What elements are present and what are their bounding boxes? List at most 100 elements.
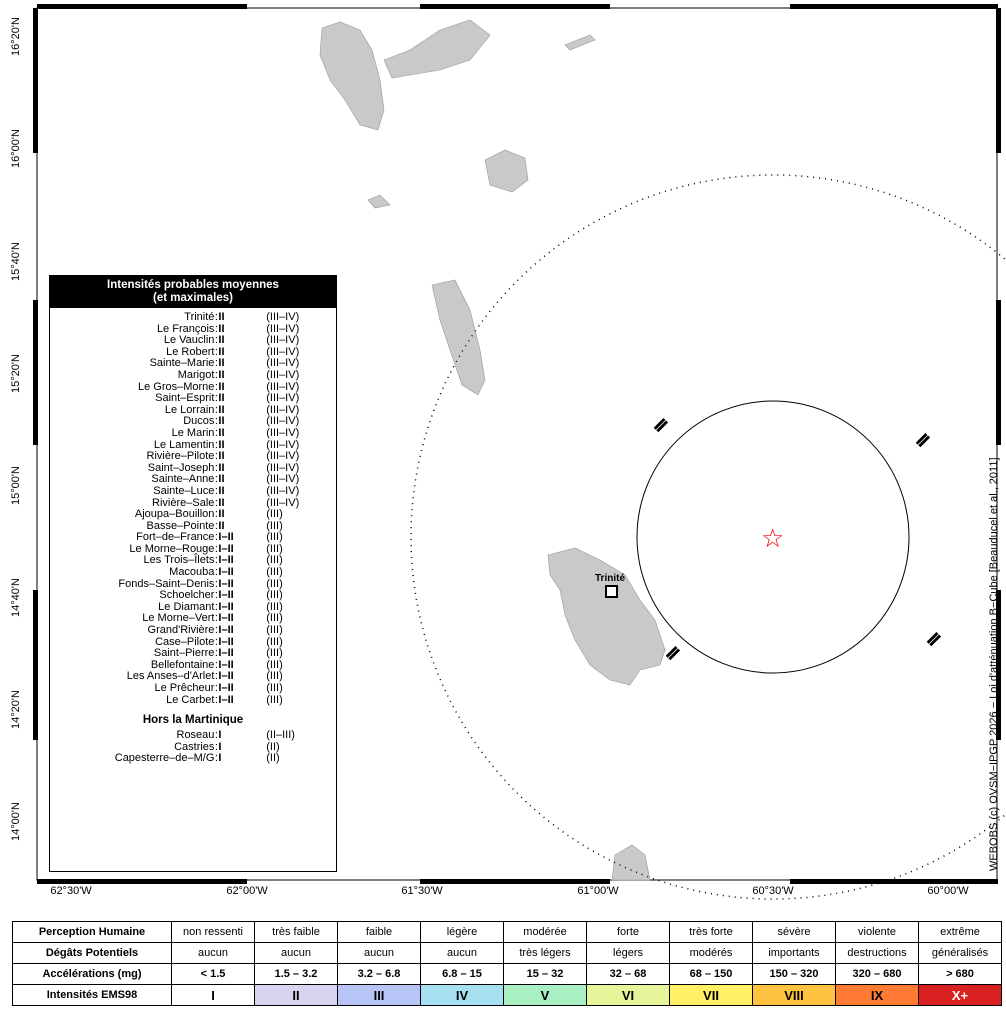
row-header: Accélérations (mg) — [12, 963, 172, 985]
town-name: Le Marin — [171, 426, 215, 439]
town-name: Basse–Pointe — [146, 519, 215, 532]
town-name: Sainte–Marie — [149, 357, 215, 370]
acc-cell: 15 – 32 — [503, 963, 587, 985]
legend-row: Sainte–Marie: II (III–IV) — [50, 358, 336, 370]
max-intensity: (III) — [266, 647, 283, 660]
lon-label: 61°00'W — [577, 885, 619, 897]
separator: : — [214, 461, 218, 474]
town-name: Le Carbet — [166, 693, 215, 706]
legend-row: Le François: II (III–IV) — [50, 322, 336, 336]
max-intensity: (III) — [266, 682, 283, 694]
islands — [319, 19, 666, 881]
separator: : — [214, 392, 218, 405]
lat-label: 14°00'N — [10, 802, 22, 841]
max-intensity: (III) — [266, 589, 283, 602]
separator: : — [214, 531, 218, 544]
degats-cell: aucun — [420, 942, 504, 964]
saint-lucia — [611, 844, 651, 881]
mean-intensity: I–II — [218, 542, 234, 555]
ems-cell: IX — [835, 984, 919, 1006]
separator: : — [214, 577, 218, 590]
separator: : — [214, 658, 218, 671]
max-intensity: (III–IV) — [266, 450, 300, 463]
guadeloupe-basse-terre — [319, 21, 385, 131]
legend-header: Intensités probables moyennes (et maxima… — [50, 276, 336, 308]
town-name: Sainte–Anne — [151, 473, 215, 486]
degats-cell: aucun — [171, 942, 255, 964]
mean-intensity: I–II — [218, 577, 234, 590]
max-intensity: (III–IV) — [266, 484, 300, 497]
mean-intensity: I–II — [218, 600, 234, 613]
degats-cell: très légers — [503, 942, 587, 964]
town-name: Le Vauclin — [163, 334, 215, 347]
dominica — [431, 279, 486, 396]
separator: : — [214, 473, 218, 486]
degats-cell: importants — [752, 942, 836, 964]
separator: : — [214, 542, 218, 555]
max-intensity: (III–IV) — [266, 311, 300, 323]
mean-intensity: II — [218, 322, 225, 335]
town-name: Saint–Joseph — [147, 461, 215, 474]
separator: : — [214, 729, 218, 742]
lat-label: 15°40'N — [10, 242, 22, 281]
lat-label: 15°20'N — [10, 354, 22, 393]
marie-galante — [484, 149, 529, 193]
legend-row: Saint–Pierre: I–II (III) — [50, 648, 336, 660]
max-intensity: (III) — [266, 508, 283, 521]
town-name: Rivière–Sale — [152, 496, 215, 509]
mean-intensity: I — [218, 752, 222, 765]
acc-cell: 32 – 68 — [586, 963, 670, 985]
legend-row: Le Robert: II (III–IV) — [50, 345, 336, 359]
town-name: Fonds–Saint–Denis — [118, 577, 215, 590]
max-intensity: (III–IV) — [266, 415, 300, 428]
legend-row: Macouba: I–II (III) — [50, 566, 336, 579]
ems-cell: IV — [420, 984, 504, 1006]
town-name: Le Morne–Rouge — [129, 542, 215, 555]
legend-row: Le Gros–Morne: II (III–IV) — [50, 381, 336, 394]
mean-intensity: II — [218, 473, 225, 486]
ems-cell: VII — [669, 984, 753, 1006]
separator: : — [214, 357, 218, 370]
legend-row: Roseau: I (II–III) — [50, 730, 336, 742]
separator: : — [214, 345, 218, 358]
town-name: Grand'Rivière — [147, 624, 215, 637]
legend-row: Marigot: II (III–IV) — [50, 369, 336, 382]
max-intensity: (III) — [266, 624, 283, 637]
mean-intensity: I — [218, 740, 222, 753]
perception-cell: extrême — [918, 921, 1002, 943]
separator: : — [214, 554, 218, 567]
max-intensity: (III–IV) — [266, 345, 300, 358]
max-intensity: (II) — [266, 740, 280, 753]
ems-cell: I — [171, 984, 255, 1006]
legend-rows-outside: Roseau: I (II–III) Castries: I (II) Capesterre… — [50, 730, 336, 765]
martinique — [547, 547, 666, 686]
lon-label: 62°30'W — [50, 885, 92, 897]
town-name: Case–Pilote — [155, 635, 215, 648]
separator: : — [214, 496, 218, 509]
separator: : — [214, 566, 218, 579]
separator: : — [214, 752, 218, 765]
town-name: Le François — [156, 322, 215, 335]
town-name: Ajoupa–Bouillon — [134, 508, 215, 521]
acc-cell: 1.5 – 3.2 — [254, 963, 338, 985]
mean-intensity: I–II — [218, 589, 234, 602]
mean-intensity: I–II — [218, 612, 234, 625]
legend-row: Ducos: II (III–IV) — [50, 416, 336, 428]
mean-intensity: II — [218, 345, 225, 358]
mean-intensity: I–II — [218, 682, 234, 694]
frame-ticks — [33, 4, 1001, 884]
town-name: Capesterre–de–M/G — [114, 752, 215, 765]
degats-cell: généralisés — [918, 942, 1002, 964]
town-name: Trinité — [184, 311, 215, 323]
perception-cell: très forte — [669, 921, 753, 943]
acc-cell: > 680 — [918, 963, 1002, 985]
separator: : — [214, 322, 218, 335]
degats-cell: légers — [586, 942, 670, 964]
legend-row: Case–Pilote: I–II (III) — [50, 635, 336, 649]
legend-row: Capesterre–de–M/G: I (II) — [50, 753, 336, 765]
mean-intensity: II — [218, 415, 225, 428]
town-name: Macouba — [169, 566, 215, 579]
separator: : — [214, 693, 218, 706]
legend-row: Sainte–Luce: II (III–IV) — [50, 484, 336, 498]
ems-cell: X+ — [918, 984, 1002, 1006]
